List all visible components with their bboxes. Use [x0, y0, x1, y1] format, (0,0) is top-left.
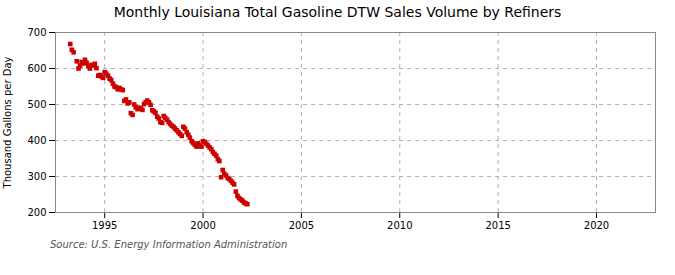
svg-text:Thousand Gallons per Day: Thousand Gallons per Day	[2, 56, 13, 189]
svg-text:700: 700	[27, 27, 46, 38]
svg-text:500: 500	[27, 99, 46, 110]
svg-text:2000: 2000	[190, 220, 215, 231]
svg-text:300: 300	[27, 171, 46, 182]
svg-text:400: 400	[27, 135, 46, 146]
svg-text:2010: 2010	[387, 220, 412, 231]
svg-text:2015: 2015	[485, 220, 510, 231]
svg-text:200: 200	[27, 207, 46, 218]
svg-text:1995: 1995	[92, 220, 117, 231]
html-text:Source: U.S. Energy Informatio: Source: U.S. Energy Information Administ…	[50, 239, 288, 250]
svg-text:2020: 2020	[584, 220, 609, 231]
svg-text:600: 600	[27, 63, 46, 74]
html-text:Monthly Louisiana Total Gasoli: Monthly Louisiana Total Gasoline DTW Sal…	[113, 4, 562, 20]
svg-text:2005: 2005	[289, 220, 314, 231]
